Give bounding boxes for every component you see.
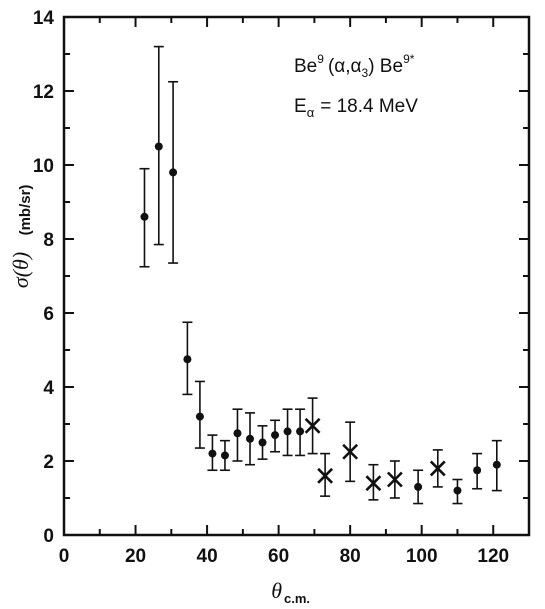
data-point-group (245, 412, 255, 466)
data-point-group (304, 397, 321, 455)
data-point-group (153, 45, 164, 246)
x-axis-label-subscript: c.m. (284, 591, 310, 606)
data-point-group (194, 380, 205, 449)
energy-symbol: E (294, 96, 307, 117)
energy-value: = 18.4 MeV (320, 96, 418, 117)
data-point-group (257, 425, 268, 460)
data-point-dot (154, 142, 163, 151)
y-tick-label: 0 (43, 526, 54, 547)
y-axis-unit: (mb/sr) (17, 185, 34, 236)
x-tick-label: 20 (125, 546, 146, 567)
data-point-dot (296, 427, 305, 436)
data-point-dot (183, 355, 192, 364)
data-point-group (232, 408, 243, 462)
data-point-group (219, 439, 230, 472)
x-tick-label: 60 (268, 546, 289, 567)
reaction-sup1: 9 (317, 52, 324, 66)
reaction-suffix: ) Be (368, 56, 403, 77)
data-point-group (413, 469, 424, 505)
data-point-cross (386, 471, 403, 488)
data-point-dot (208, 449, 217, 458)
y-tick-label: 8 (43, 230, 54, 251)
x-tick-label: 40 (197, 546, 218, 567)
data-point-dot (233, 429, 242, 438)
data-point-dot (283, 427, 292, 436)
axis-ticks (63, 16, 530, 536)
x-tick-label: 100 (406, 546, 438, 567)
y-axis-label: σ(θ) (8, 252, 33, 288)
data-point-dot (492, 460, 501, 469)
y-tick-label: 4 (43, 378, 54, 399)
data-point-cross (342, 443, 359, 460)
data-point-group (491, 439, 502, 492)
data-point-group (168, 80, 179, 264)
data-point-dot (473, 466, 482, 475)
data-point-group (270, 419, 281, 453)
reaction-prefix: Be (294, 56, 317, 77)
y-tick-label: 10 (33, 156, 54, 177)
data-point-group (282, 408, 293, 457)
axis-tick-labels: 0 20 40 60 80 100 120 0 2 4 6 8 10 12 14 (33, 8, 509, 567)
data-point-cross (304, 417, 321, 434)
y-tick-label: 6 (43, 304, 54, 325)
data-point-cross (365, 475, 382, 492)
data-point-cross (429, 460, 446, 477)
data-point-dot (258, 438, 267, 447)
data-point-group (207, 434, 218, 472)
data-point-group (295, 408, 306, 457)
data-point-dot (271, 431, 280, 440)
x-tick-label: 0 (59, 546, 70, 567)
reaction-middle: (α,α (328, 56, 362, 77)
data-point-group (472, 452, 483, 490)
energy-sub: α (307, 105, 315, 120)
plot-frame (62, 15, 531, 537)
data-points (139, 45, 502, 505)
y-tick-label: 2 (43, 452, 54, 473)
data-point-cross (317, 467, 334, 484)
data-point-dot (220, 451, 229, 460)
data-point-dot (246, 434, 254, 443)
data-point-group (365, 463, 382, 501)
reaction-sub: 3 (362, 66, 369, 80)
data-point-group (452, 478, 463, 505)
data-point-dot (414, 482, 423, 491)
y-tick-label: 12 (33, 82, 54, 103)
data-point-group (386, 460, 403, 499)
x-tick-label: 120 (477, 546, 509, 567)
y-tick-label: 14 (33, 8, 55, 29)
x-tick-label: 80 (340, 546, 361, 567)
data-point-dot (140, 212, 149, 221)
reaction-sup2: 9* (403, 52, 415, 66)
data-point-dot (453, 486, 462, 495)
data-point-group (342, 421, 359, 483)
data-point-dot (195, 412, 204, 421)
data-point-group (317, 452, 334, 497)
data-point-group (139, 167, 150, 268)
data-point-group (182, 321, 193, 396)
data-point-group (429, 449, 446, 488)
energy-annotation: Eα = 18.4 MeV (294, 96, 418, 120)
reaction-annotation: Be9 (α,α3) Be9* (294, 52, 415, 80)
data-point-dot (169, 168, 178, 177)
x-axis-label: θ (271, 578, 282, 603)
